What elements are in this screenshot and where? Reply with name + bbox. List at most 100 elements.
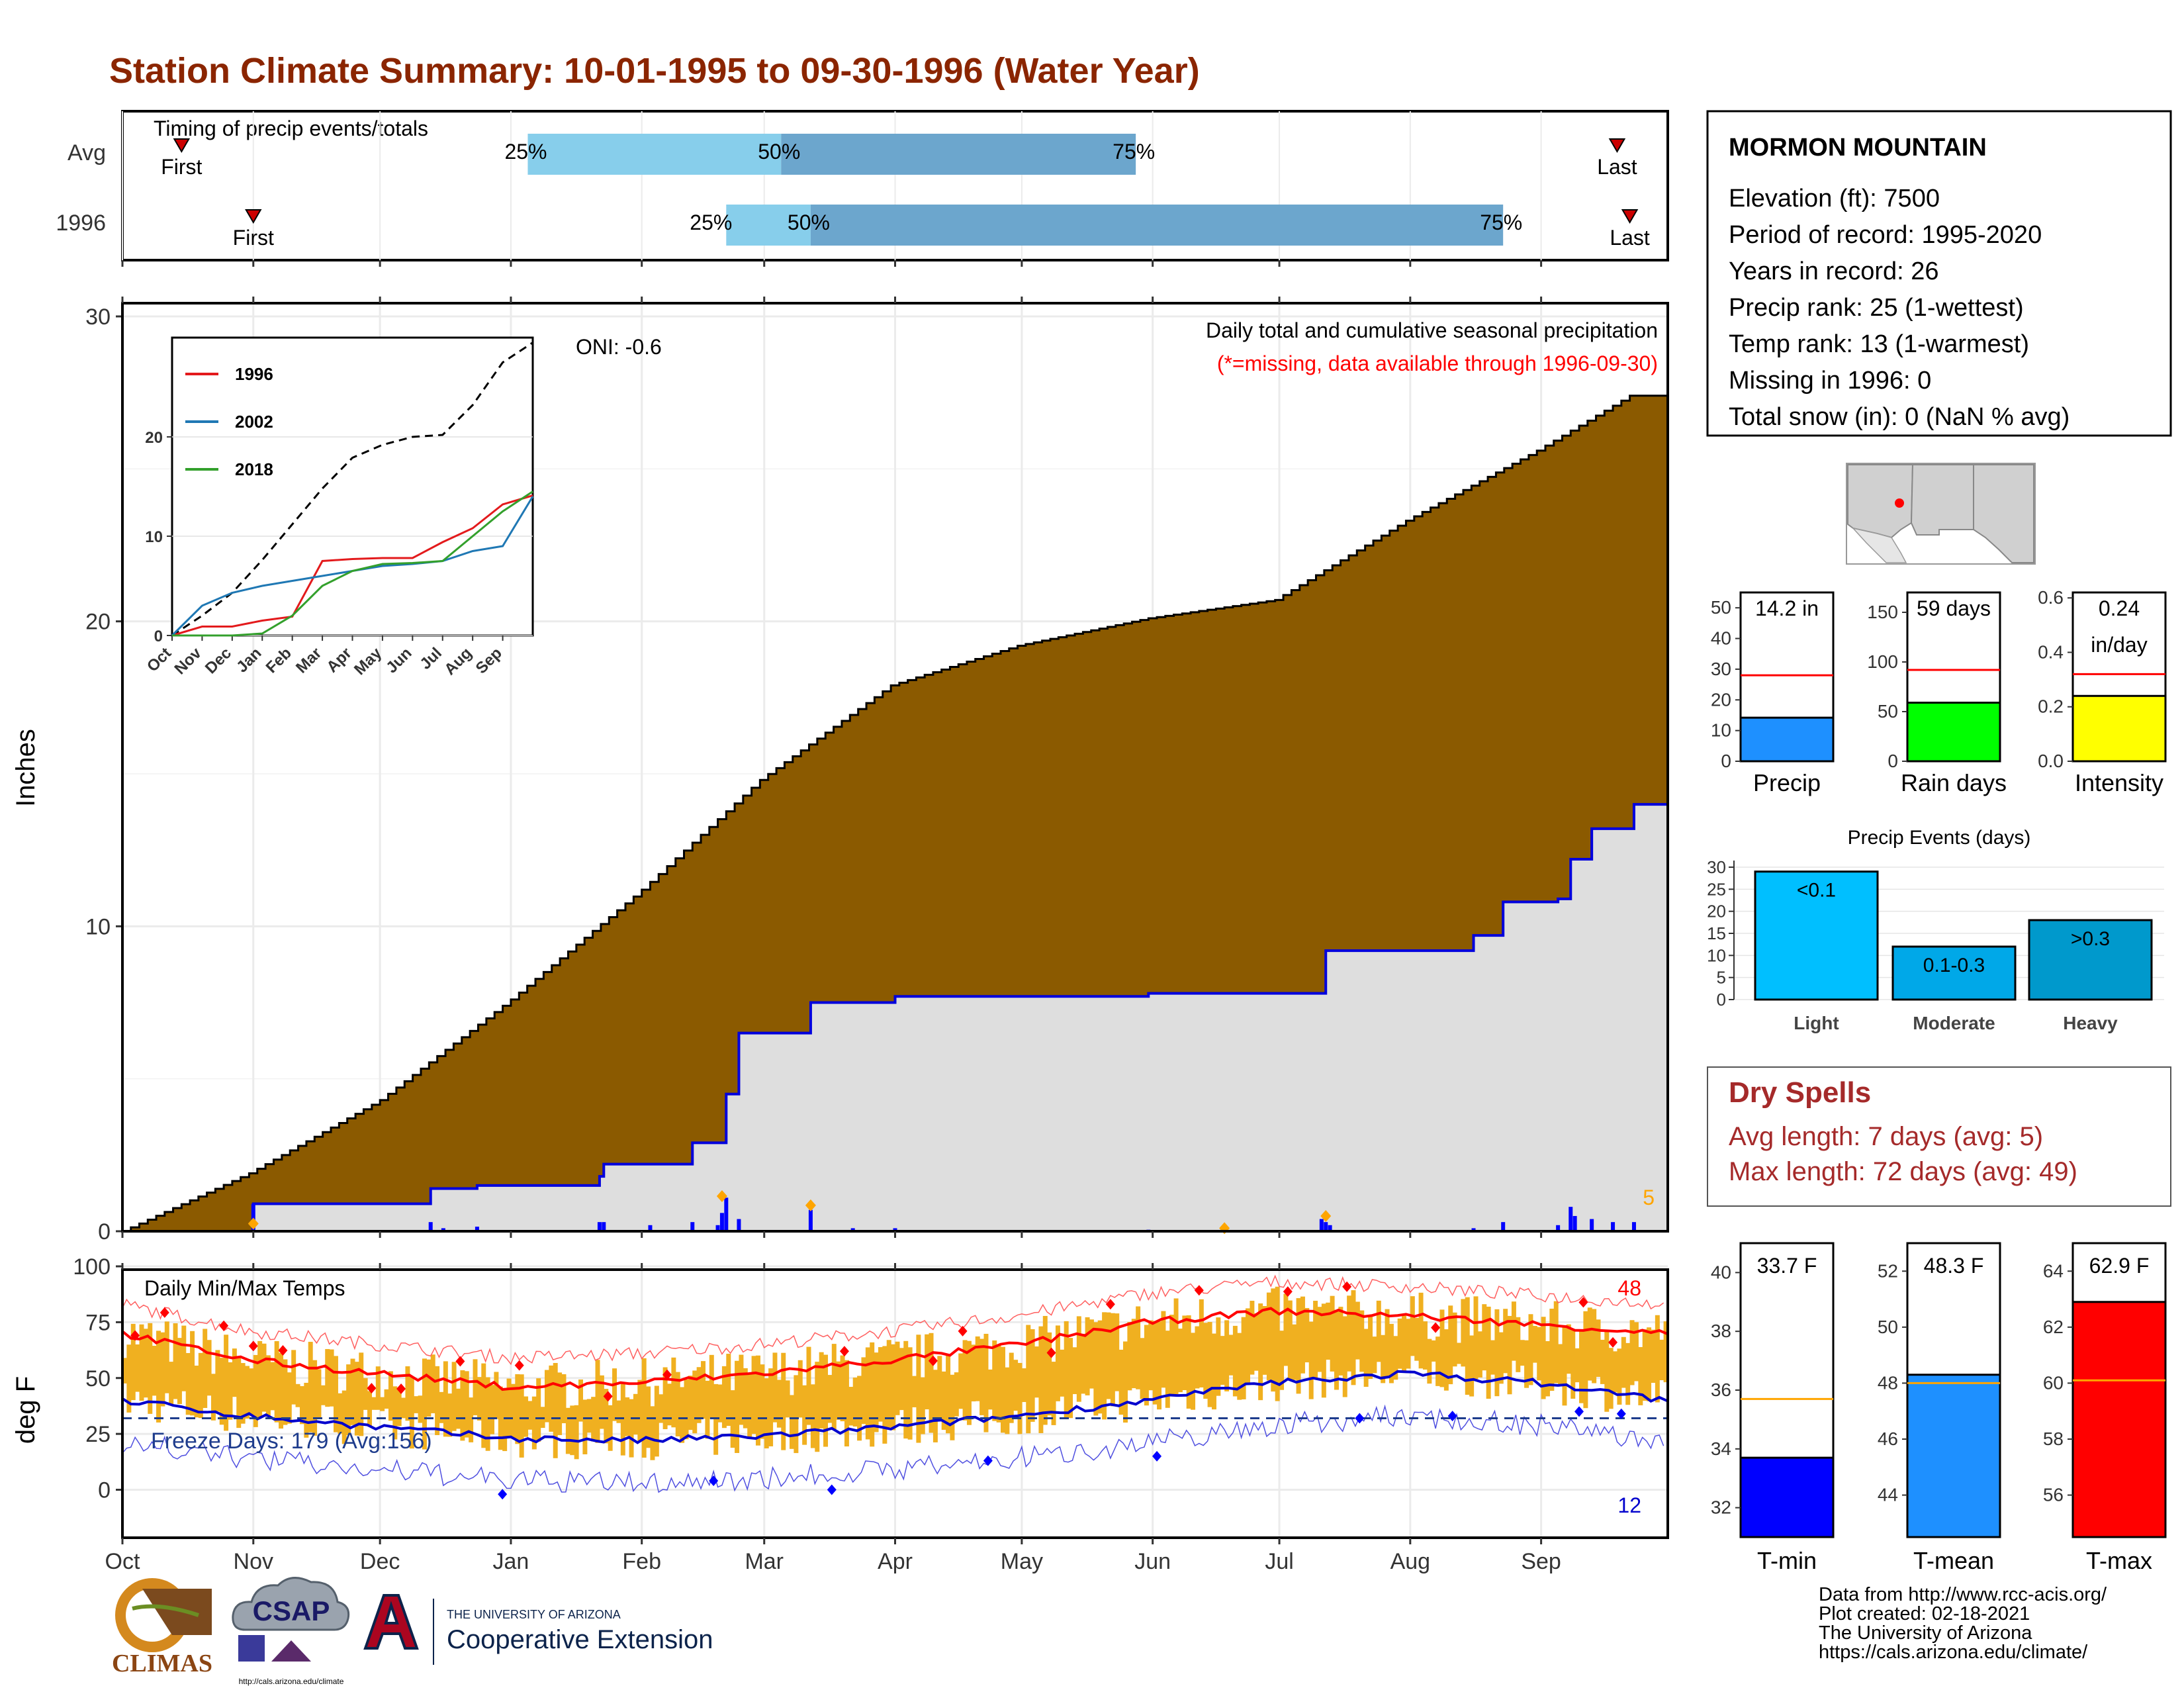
summary-ytick-label: 0 (1888, 751, 1898, 771)
events-bar (1754, 870, 1879, 1001)
daily-temp-range-bar (253, 1354, 258, 1427)
timing-row-year: 1996 (56, 211, 106, 236)
daily-temp-range-bar (975, 1336, 980, 1401)
daily-temp-range-bar (815, 1362, 820, 1452)
daily-temp-range-bar (194, 1365, 199, 1418)
daily-temp-range-bar (1482, 1304, 1487, 1371)
daily-temp-range-bar (891, 1344, 896, 1430)
daily-temp-range-bar (1009, 1352, 1014, 1423)
month-label: Jun (1134, 1549, 1171, 1574)
daily-temp-range-bar (1271, 1288, 1276, 1392)
daily-temp-range-bar (1148, 1320, 1154, 1391)
daily-temp-range-bar (1562, 1325, 1567, 1406)
csap-logo-text: CSAP (253, 1595, 330, 1626)
daily-temp-range-bar (1647, 1327, 1652, 1401)
daily-temp-range-bar (1613, 1351, 1618, 1393)
summary-value-bar (1906, 702, 2001, 763)
daily-temp-range-bar (224, 1335, 229, 1431)
record-high-marker (958, 1325, 968, 1336)
csap-cloud (232, 1577, 350, 1631)
daily-temp-range-bar (895, 1341, 900, 1415)
daily-precip-bar (1471, 1228, 1476, 1231)
daily-temp-range-bar (1144, 1325, 1149, 1406)
station-info-line: Missing in 1996: 0 (1729, 367, 1931, 395)
temp-summary-ytick-label: 60 (2043, 1372, 2064, 1393)
station-info: MORMON MOUNTAIN Elevation (ft): 7500 Peri… (1706, 110, 2172, 437)
daily-temp-range-bar (1410, 1296, 1415, 1356)
first-event-marker (245, 209, 262, 224)
summary-ytick-label: 50 (1711, 597, 1731, 618)
daily-temp-range-bar (148, 1323, 153, 1414)
daily-temp-range-bar (299, 1385, 304, 1425)
daily-precip-bar (1501, 1222, 1506, 1231)
daily-temp-range-bar (287, 1372, 292, 1424)
daily-temp-range-bar (768, 1368, 774, 1446)
dry-spells: Dry Spells Avg length: 7 days (avg: 5) M… (1707, 1066, 2171, 1207)
daily-precip-bar (428, 1222, 433, 1231)
inset-ytick-label: 10 (145, 528, 163, 546)
daily-temp-range-bar (1275, 1286, 1280, 1401)
summary-bar-label: Intensity (2075, 769, 2163, 796)
summary-value-bar (2071, 694, 2167, 763)
summary-bar-label: Rain days (1901, 769, 2007, 796)
first-event-marker (173, 138, 191, 153)
daily-temp-range-bar (1376, 1300, 1381, 1362)
daily-temp-range-bar (1579, 1330, 1584, 1403)
daily-temp-range-bar (236, 1356, 242, 1429)
timing-pct-75: 75% (1113, 140, 1155, 164)
daily-temp-range-bar (726, 1354, 731, 1426)
daily-temp-range-bar (1000, 1346, 1005, 1433)
daily-temp-range-bar (451, 1362, 457, 1431)
daily-precip-bar (808, 1209, 813, 1231)
daily-temp-range-bar (1232, 1325, 1238, 1397)
daily-temp-range-bar (987, 1369, 993, 1410)
month-label: Sep (1521, 1549, 1561, 1574)
daily-temp-range-bar (701, 1361, 706, 1419)
daily-temp-range-bar (1173, 1298, 1179, 1394)
daily-temp-range-bar (295, 1383, 300, 1407)
daily-temp-range-bar (312, 1360, 318, 1436)
temp-summary-value-bar (1739, 1456, 1835, 1538)
daily-temp-range-bar (776, 1380, 782, 1428)
record-high-marker (367, 1383, 377, 1394)
daily-temp-range-bar (228, 1362, 233, 1420)
temp-summary-bar-label: T-max (2086, 1547, 2152, 1574)
daily-temp-range-bar (1363, 1329, 1369, 1387)
daily-temp-range-bar (502, 1388, 508, 1452)
daily-temp-range-bar (570, 1405, 575, 1456)
timing-pct-50: 50% (758, 140, 800, 164)
timing-pct-50: 50% (788, 211, 830, 234)
record-high-marker (1046, 1347, 1056, 1358)
record-low-marker (983, 1455, 993, 1466)
daily-temp-range-bar (1385, 1309, 1390, 1378)
ua-logo-mark (363, 1594, 419, 1650)
timing-label: Timing of precip events/totals (154, 117, 428, 140)
daily-temp-range-bar (1064, 1321, 1069, 1418)
daily-temp-range-bar (1457, 1342, 1461, 1364)
daily-temp-range-bar (396, 1389, 402, 1427)
daily-temp-range-bar (439, 1391, 444, 1423)
timing-panel: Timing of precip events/totals Avg 1996 … (56, 110, 1669, 261)
daily-precip-bar (1631, 1222, 1636, 1231)
daily-temp-range-bar (633, 1393, 638, 1435)
daily-temp-range-bar (1017, 1362, 1023, 1434)
daily-temp-range-bar (341, 1390, 347, 1444)
footer-credits: Data from http://www.rcc-acis.org/Plot c… (1819, 1584, 2107, 1663)
daily-temp-range-bar (1633, 1322, 1639, 1382)
daily-temp-range-bar (515, 1374, 520, 1444)
daily-temp-range-bar (414, 1396, 419, 1413)
daily-temp-range-bar (861, 1357, 866, 1425)
summary-value-unit: in/day (2091, 633, 2147, 657)
daily-temp-range-bar (1177, 1329, 1183, 1393)
daily-temp-range-bar (1191, 1333, 1196, 1410)
temp-ylabel: deg F (11, 1376, 40, 1444)
map-mexico (1851, 527, 1907, 563)
daily-temp-range-bar (1507, 1315, 1512, 1395)
daily-temp-range-bar (1359, 1310, 1365, 1372)
daily-temp-range-bar (359, 1352, 364, 1436)
daily-precip-bar (719, 1213, 724, 1231)
summary-value-text: 0.24 (2099, 596, 2140, 620)
precip-ytick-label: 0 (98, 1219, 111, 1244)
inset-ytick-label: 0 (154, 628, 163, 645)
